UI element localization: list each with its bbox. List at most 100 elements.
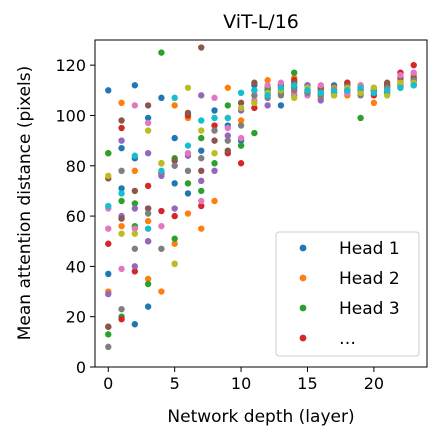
data-point <box>277 102 285 109</box>
x-tick-label: 20 <box>364 374 384 393</box>
data-point <box>105 87 112 94</box>
data-point <box>198 134 205 142</box>
legend-box <box>275 231 420 357</box>
data-point <box>211 107 218 114</box>
data-point <box>330 92 338 99</box>
data-points <box>105 44 417 351</box>
data-point <box>198 187 205 195</box>
data-point <box>118 99 125 107</box>
data-point <box>317 89 324 97</box>
data-point <box>171 157 178 164</box>
legend-marker <box>299 304 307 312</box>
data-point <box>171 180 178 187</box>
data-point <box>118 190 125 197</box>
data-point <box>198 167 205 174</box>
data-point <box>131 268 139 275</box>
data-point <box>224 124 231 132</box>
data-point <box>344 87 351 94</box>
data-point <box>118 230 125 237</box>
data-point <box>317 82 324 89</box>
data-point <box>383 79 391 86</box>
data-point <box>144 127 152 134</box>
legend-label: Head 3 <box>339 299 400 319</box>
data-point <box>158 172 165 180</box>
plot-frame <box>94 39 428 368</box>
data-point <box>171 134 178 142</box>
data-point <box>237 134 245 142</box>
data-point <box>224 114 231 122</box>
data-point <box>397 84 404 91</box>
data-point <box>237 160 245 167</box>
data-point <box>158 288 165 295</box>
data-point <box>251 129 258 137</box>
x-tick-label: 10 <box>231 374 251 393</box>
data-point <box>118 197 125 205</box>
data-point <box>397 72 404 79</box>
data-point <box>184 190 192 197</box>
data-point <box>144 182 152 190</box>
data-point <box>118 137 125 144</box>
data-point <box>264 82 271 89</box>
data-point <box>370 99 378 107</box>
legend-label: … <box>339 329 356 349</box>
data-point <box>131 102 139 109</box>
data-point <box>131 321 139 328</box>
data-point <box>171 94 178 102</box>
data-point <box>171 240 178 247</box>
y-tick-label: 40 <box>66 257 86 276</box>
data-point <box>158 245 165 252</box>
data-point <box>357 84 364 91</box>
data-point <box>211 167 218 174</box>
data-point <box>144 102 152 109</box>
data-point <box>131 205 139 212</box>
data-point <box>198 44 205 51</box>
y-tick-label: 20 <box>66 308 86 327</box>
data-point <box>171 102 178 109</box>
data-point <box>184 109 192 117</box>
y-tick-label: 0 <box>76 358 86 377</box>
data-point <box>131 245 139 252</box>
data-point <box>131 82 139 89</box>
data-point <box>118 305 125 313</box>
data-point <box>410 82 417 89</box>
data-point <box>131 167 139 174</box>
data-point <box>131 152 139 159</box>
data-point <box>224 84 231 91</box>
data-point <box>224 102 231 109</box>
legend-label: Head 1 <box>339 239 400 259</box>
data-point <box>171 260 178 268</box>
data-point <box>118 185 125 192</box>
data-point <box>383 87 391 94</box>
chart-title: ViT-L/16 <box>223 11 299 33</box>
data-point <box>184 180 192 187</box>
y-tick-label: 120 <box>55 56 86 75</box>
data-point <box>118 215 125 222</box>
data-point <box>131 225 139 232</box>
data-point <box>237 122 245 129</box>
data-point <box>171 235 178 242</box>
data-point <box>198 225 205 232</box>
y-tick-label: 100 <box>55 106 86 125</box>
data-point <box>198 117 205 124</box>
x-axis: 0 5 10 15 20 <box>103 367 384 393</box>
data-point <box>211 160 218 167</box>
data-point <box>251 87 258 94</box>
data-point <box>144 205 152 212</box>
data-point <box>224 132 231 139</box>
data-point <box>277 79 285 86</box>
data-point <box>184 167 192 174</box>
data-point <box>144 217 152 225</box>
data-point <box>118 117 125 124</box>
data-point <box>211 127 218 134</box>
data-point <box>198 147 205 154</box>
data-point <box>357 89 364 97</box>
data-point <box>211 149 218 157</box>
data-point <box>264 92 271 99</box>
data-point <box>158 207 165 215</box>
data-point <box>184 210 192 217</box>
data-point <box>118 167 125 174</box>
data-point <box>370 84 378 91</box>
data-point <box>144 210 152 217</box>
